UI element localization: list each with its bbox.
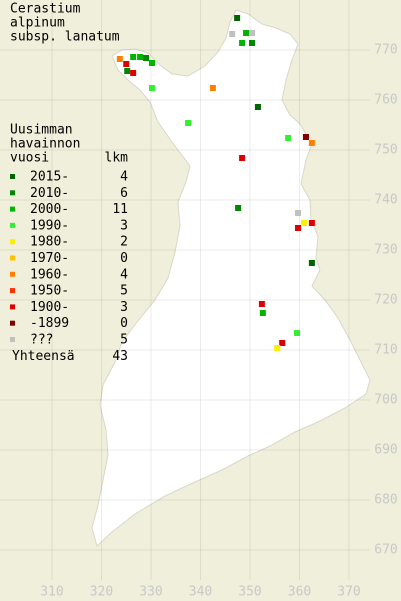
legend-label: 1970- bbox=[30, 251, 69, 266]
observation-point bbox=[243, 30, 250, 36]
observation-point bbox=[302, 134, 309, 140]
observation-point bbox=[148, 60, 155, 66]
total-label: Yhteensä bbox=[12, 349, 75, 364]
observation-point bbox=[259, 310, 266, 316]
observation-point bbox=[295, 225, 302, 231]
observation-point bbox=[300, 220, 307, 226]
legend-count: 4 bbox=[120, 170, 128, 185]
y-tick-label: 700 bbox=[374, 393, 397, 408]
legend-swatch bbox=[10, 288, 15, 294]
grid bbox=[0, 0, 370, 580]
observation-point bbox=[248, 30, 255, 36]
observation-point bbox=[137, 54, 144, 60]
observation-points bbox=[116, 15, 315, 351]
y-tick-label: 740 bbox=[374, 193, 397, 208]
legend-label: 2015- bbox=[30, 170, 69, 185]
observation-point bbox=[130, 54, 137, 60]
legend-count: 5 bbox=[120, 284, 128, 299]
x-tick-label: 340 bbox=[189, 585, 212, 600]
y-tick-label: 770 bbox=[374, 43, 397, 58]
x-tick-label: 310 bbox=[40, 585, 63, 600]
observation-point bbox=[254, 104, 261, 110]
legend-count: 4 bbox=[120, 267, 128, 282]
observation-point bbox=[294, 330, 301, 336]
legend-swatch bbox=[10, 174, 15, 179]
observation-point bbox=[285, 135, 292, 141]
legend-heading: Uusimman bbox=[10, 123, 73, 138]
finland-outline bbox=[91, 9, 371, 547]
observation-point bbox=[295, 210, 302, 216]
observation-point bbox=[143, 55, 150, 61]
legend-count: 2 bbox=[120, 235, 128, 250]
x-tick-label: 330 bbox=[139, 585, 162, 600]
map-title: alpinum bbox=[10, 16, 65, 31]
legend-label: 1960- bbox=[30, 267, 69, 282]
legend-swatch bbox=[10, 206, 15, 212]
legend-swatch bbox=[10, 271, 15, 277]
legend-label: 1900- bbox=[30, 300, 69, 315]
legend-label: 2010- bbox=[30, 186, 69, 201]
total-count: 43 bbox=[112, 349, 128, 364]
map-title: subsp. lanatum bbox=[10, 30, 120, 45]
y-tick-label: 690 bbox=[374, 443, 397, 458]
x-tick-label: 370 bbox=[337, 585, 360, 600]
y-tick-label: 750 bbox=[374, 143, 397, 158]
legend-label: 2000- bbox=[30, 202, 69, 217]
observation-point bbox=[116, 56, 123, 62]
y-tick-label: 730 bbox=[374, 243, 397, 258]
legend-heading: vuosi bbox=[10, 151, 49, 166]
observation-point bbox=[308, 260, 315, 266]
map-title: Cerastium bbox=[10, 2, 81, 17]
legend-count: 0 bbox=[120, 251, 128, 266]
observation-point bbox=[279, 340, 286, 346]
legend-label: ??? bbox=[30, 333, 53, 348]
observation-point bbox=[308, 140, 315, 146]
observation-point bbox=[229, 31, 236, 37]
legend-label: 1980- bbox=[30, 235, 69, 250]
legend-count: 5 bbox=[120, 333, 128, 348]
legend-swatch bbox=[10, 337, 15, 342]
legend-label: -1899 bbox=[30, 316, 69, 331]
observation-point bbox=[234, 15, 241, 21]
legend-swatch bbox=[10, 222, 15, 228]
legend-count: 6 bbox=[120, 186, 128, 201]
legend-heading: havainnon bbox=[10, 137, 80, 152]
x-tick-label: 320 bbox=[90, 585, 113, 600]
observation-point bbox=[185, 120, 192, 126]
y-tick-label: 710 bbox=[374, 343, 397, 358]
legend-label: 1990- bbox=[30, 218, 69, 233]
observation-point bbox=[308, 220, 315, 226]
y-tick-label: 670 bbox=[374, 543, 397, 558]
legend-swatch bbox=[10, 320, 15, 326]
observation-point bbox=[274, 345, 281, 351]
observation-point bbox=[235, 205, 242, 211]
observation-point bbox=[123, 61, 130, 67]
legend-swatch bbox=[10, 239, 15, 245]
x-tick-label: 350 bbox=[238, 585, 261, 600]
observation-point bbox=[130, 70, 137, 76]
observation-point bbox=[148, 85, 155, 91]
observation-point bbox=[248, 40, 255, 46]
observation-point bbox=[239, 40, 246, 46]
observation-point bbox=[209, 85, 216, 91]
x-tick-label: 360 bbox=[288, 585, 311, 600]
y-tick-label: 760 bbox=[374, 93, 397, 108]
observation-point bbox=[239, 155, 246, 161]
legend-label: 1950- bbox=[30, 284, 69, 299]
y-tick-label: 680 bbox=[374, 493, 397, 508]
legend-swatch bbox=[10, 190, 15, 196]
y-tick-label: 720 bbox=[374, 293, 397, 308]
legend-swatch bbox=[10, 304, 15, 310]
observation-point bbox=[124, 68, 131, 74]
legend-count: 3 bbox=[120, 218, 128, 233]
legend-count: 3 bbox=[120, 300, 128, 315]
legend-count-heading: lkm bbox=[105, 151, 129, 166]
legend-count: 0 bbox=[120, 316, 128, 331]
observation-point bbox=[258, 301, 265, 307]
legend-swatch bbox=[10, 255, 15, 261]
legend-count: 11 bbox=[112, 202, 128, 217]
